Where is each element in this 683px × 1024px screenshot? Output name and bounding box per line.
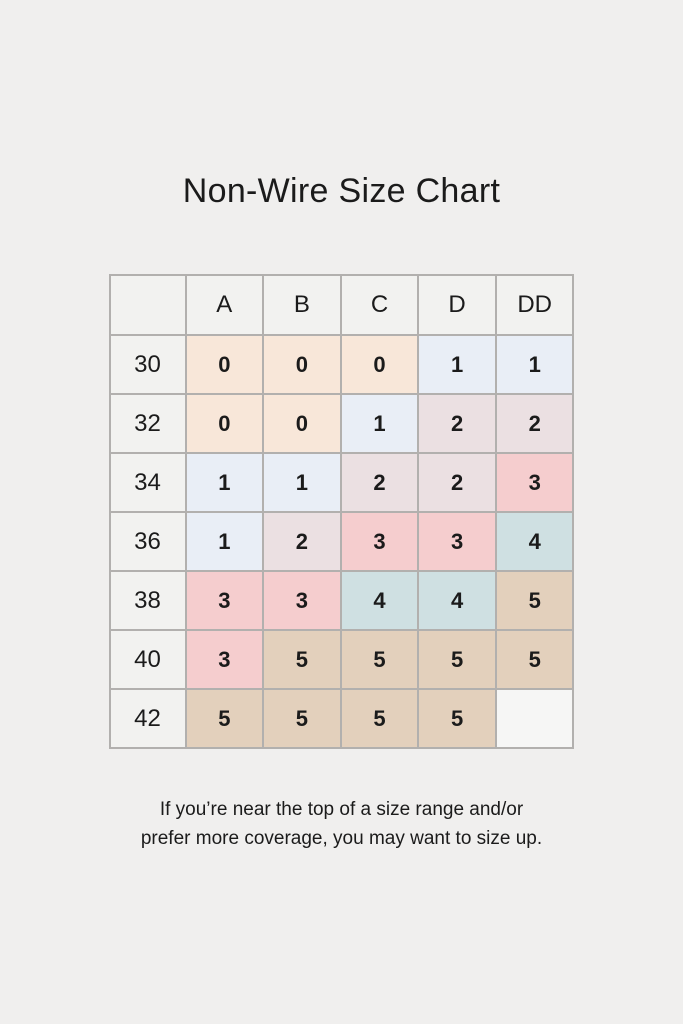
- footer-note: If you’re near the top of a size range a…: [0, 795, 683, 853]
- size-cell: 5: [262, 629, 342, 690]
- size-cell: 1: [184, 452, 265, 513]
- size-cell: 3: [184, 629, 265, 690]
- header-row: A B C D DD: [108, 274, 575, 336]
- band-label: 42: [108, 688, 187, 749]
- size-cell: 1: [494, 334, 575, 395]
- page-title: Non-Wire Size Chart: [182, 172, 501, 210]
- size-cell: 1: [339, 393, 420, 454]
- size-cell: 1: [262, 452, 342, 513]
- footer-line-2: prefer more coverage, you may want to si…: [140, 828, 543, 849]
- band-label: 38: [108, 570, 187, 631]
- band-label: 32: [108, 393, 187, 454]
- size-cell: 5: [494, 570, 575, 631]
- size-cell: 5: [339, 629, 420, 690]
- size-cell: [494, 688, 575, 749]
- size-cell: 3: [494, 452, 575, 513]
- size-cell: 0: [184, 334, 265, 395]
- band-label: 30: [108, 334, 187, 395]
- band-label: 34: [108, 452, 187, 513]
- column-header-c: C: [339, 274, 420, 336]
- column-header-b: B: [262, 274, 342, 336]
- size-cell: 2: [262, 511, 342, 572]
- band-label: 36: [108, 511, 187, 572]
- size-cell: 5: [262, 688, 342, 749]
- size-cell: 3: [417, 511, 497, 572]
- table-row-36: 36 1 2 3 3 4: [108, 511, 575, 572]
- size-cell: 5: [184, 688, 265, 749]
- column-header-d: D: [417, 274, 497, 336]
- size-chart-table: A B C D DD 30 0 0 0 1 1 32 0 0 1 2: [108, 274, 575, 749]
- size-cell: 2: [494, 393, 575, 454]
- size-cell: 4: [417, 570, 497, 631]
- column-header-dd: DD: [494, 274, 575, 336]
- size-cell: 0: [339, 334, 420, 395]
- size-cell: 2: [417, 393, 497, 454]
- size-cell: 2: [339, 452, 420, 513]
- table-row-42: 42 5 5 5 5: [108, 688, 575, 749]
- size-cell: 5: [339, 688, 420, 749]
- table-row-34: 34 1 1 2 2 3: [108, 452, 575, 513]
- size-cell: 0: [262, 334, 342, 395]
- size-cell: 0: [184, 393, 265, 454]
- size-cell: 3: [184, 570, 265, 631]
- corner-cell: [108, 274, 187, 336]
- size-cell: 5: [417, 688, 497, 749]
- column-header-a: A: [184, 274, 265, 336]
- size-cell: 5: [494, 629, 575, 690]
- size-cell: 1: [184, 511, 265, 572]
- size-cell: 0: [262, 393, 342, 454]
- table-row-32: 32 0 0 1 2 2: [108, 393, 575, 454]
- table-row-38: 38 3 3 4 4 5: [108, 570, 575, 631]
- size-cell: 4: [494, 511, 575, 572]
- table-row-30: 30 0 0 0 1 1: [108, 334, 575, 395]
- size-cell: 2: [417, 452, 497, 513]
- size-cell: 3: [262, 570, 342, 631]
- size-cell: 5: [417, 629, 497, 690]
- size-chart-page: Non-Wire Size Chart A B C D DD 30 0 0 0 …: [0, 172, 683, 853]
- table-row-40: 40 3 5 5 5 5: [108, 629, 575, 690]
- footer-line-1: If you’re near the top of a size range a…: [159, 799, 524, 820]
- size-cell: 4: [339, 570, 420, 631]
- size-cell: 3: [339, 511, 420, 572]
- size-cell: 1: [417, 334, 497, 395]
- band-label: 40: [108, 629, 187, 690]
